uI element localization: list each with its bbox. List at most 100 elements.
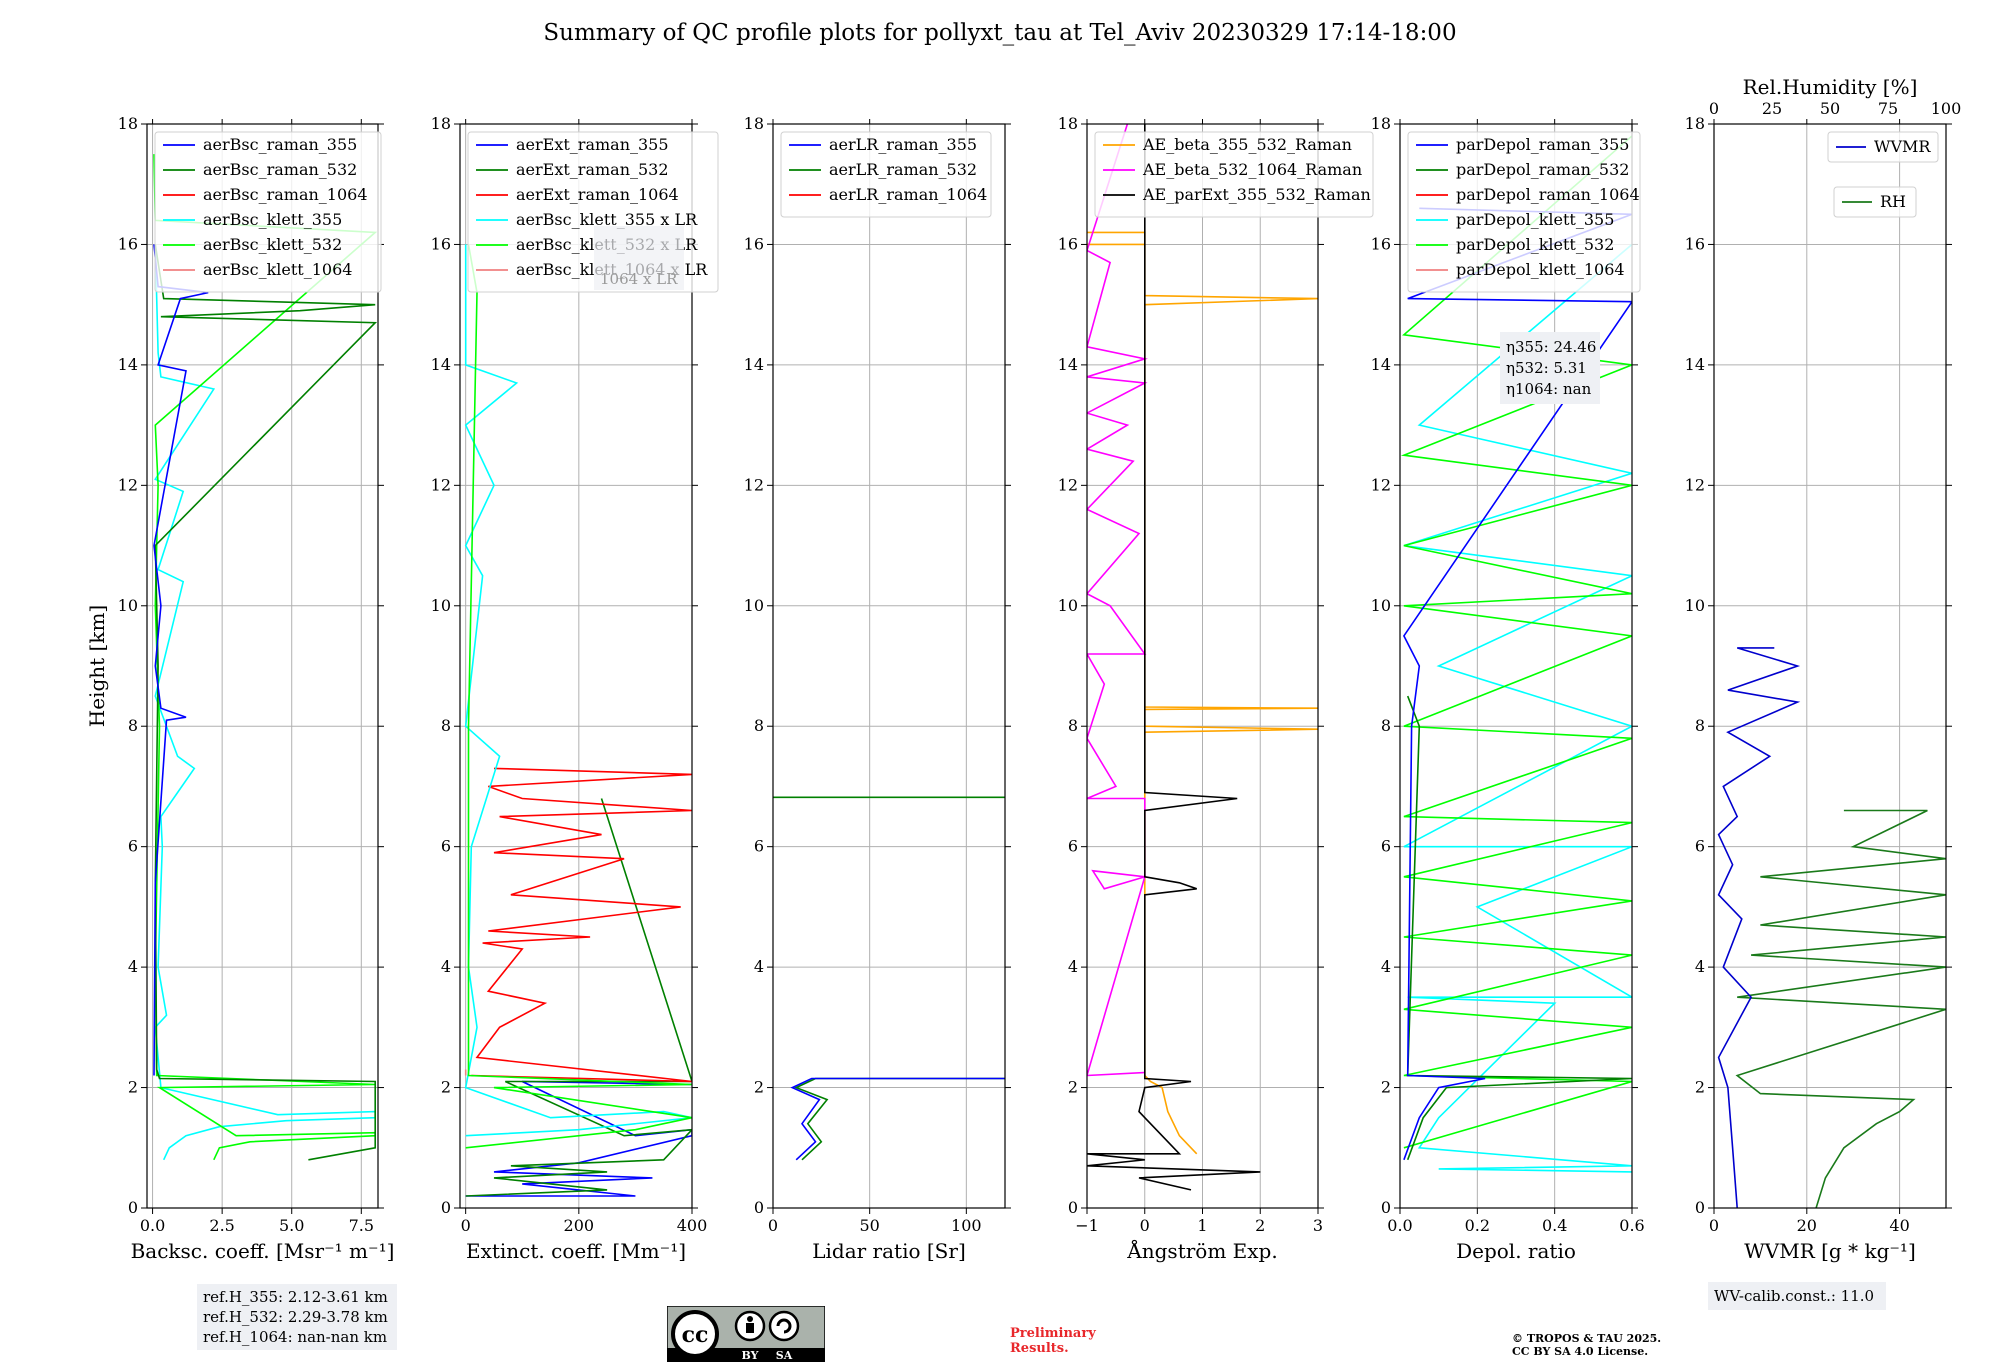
- x-tick-label: 0.4: [1542, 1216, 1567, 1235]
- x-tick-label: 20: [1797, 1216, 1817, 1235]
- x-tick-label: 2.5: [209, 1216, 234, 1235]
- wv-calib-text: WV-calib.const.: 11.0: [1714, 1287, 1874, 1305]
- series-line-aerBsc_klett_532: [153, 154, 378, 1161]
- y-tick-label: 2: [1068, 1078, 1078, 1097]
- y-tick-label: 2: [441, 1078, 451, 1097]
- legend: WVMR RH: [1827, 131, 1939, 218]
- y-tick-label: 6: [754, 837, 764, 856]
- x-axis-label: Backsc. coeff. [Msr⁻¹ m⁻¹]: [131, 1239, 395, 1263]
- y-tick-label: 4: [441, 957, 451, 976]
- x-tick-label: 100: [951, 1216, 982, 1235]
- series-line-WVMR: [1717, 647, 1801, 1208]
- x-tick-label: 0.0: [140, 1216, 165, 1235]
- x-tick-label: 1: [1197, 1216, 1207, 1235]
- series-line-AE_parExt_355_532_Raman: [1087, 124, 1261, 1191]
- legend-label: aerBsc_raman_1064: [203, 185, 368, 204]
- eta-text: η532: 5.31: [1506, 359, 1587, 377]
- legend-box: [1827, 131, 1939, 163]
- panel-2: 0 200 400 0 2 4 6 8 10 12 14 16 18 Extinct. coeff. [M…: [431, 114, 719, 1263]
- y-tick-label: 4: [754, 957, 764, 976]
- axes-frame: [1713, 123, 1947, 1209]
- legend: aerLR_raman_355 aerLR_raman_532 aerLR_rama…: [780, 131, 992, 218]
- x-axis-label: Lidar ratio [Sr]: [812, 1239, 966, 1263]
- y-tick-label: 16: [744, 234, 764, 253]
- x-tick-label: 0.6: [1619, 1216, 1644, 1235]
- axes-frame: [1399, 123, 1633, 1209]
- legend-label: aerLR_raman_1064: [829, 185, 987, 204]
- axes-frame: [772, 123, 1006, 1209]
- top-x-axis-label: Rel.Humidity [%]: [1743, 75, 1918, 99]
- y-tick-label: 4: [1695, 957, 1705, 976]
- x-axis-label: Depol. ratio: [1456, 1239, 1576, 1263]
- legend-label: parDepol_klett_532: [1456, 235, 1614, 254]
- y-tick-label: 8: [1695, 716, 1705, 735]
- legend-label: aerBsc_raman_355: [203, 135, 357, 154]
- y-tick-label: 10: [431, 596, 451, 615]
- reference-height-text: ref.H_1064: nan-nan km: [203, 1328, 387, 1346]
- x-tick-label: −1: [1075, 1216, 1099, 1235]
- y-tick-label: 2: [1695, 1078, 1705, 1097]
- series-line-aerExt_raman_1064: [471, 767, 692, 1083]
- y-tick-label: 2: [754, 1078, 764, 1097]
- legend-label: aerExt_raman_1064: [516, 185, 679, 204]
- series-line-aerBsc_klett_532 x LR: [465, 244, 692, 1149]
- copyright-line-2: CC BY SA 4.0 License.: [1512, 1345, 1649, 1358]
- y-tick-label: 6: [1381, 837, 1391, 856]
- legend-box: [780, 131, 992, 218]
- y-tick-label: 0: [1695, 1198, 1705, 1217]
- y-tick-label: 0: [441, 1198, 451, 1217]
- legend-label: aerExt_raman_355: [516, 135, 669, 154]
- y-tick-label: 6: [128, 837, 138, 856]
- y-tick-label: 8: [441, 716, 451, 735]
- reference-height-text: ref.H_532: 2.29-3.78 km: [203, 1308, 388, 1326]
- y-tick-label: 16: [1058, 234, 1078, 253]
- legend: AE_beta_355_532_Raman AE_beta_532_1064_Ra…: [1094, 131, 1374, 218]
- y-tick-label: 6: [1068, 837, 1078, 856]
- legend: aerBsc_raman_355 aerBsc_raman_532 aerBsc_r…: [154, 131, 382, 293]
- y-tick-label: 18: [1058, 114, 1078, 133]
- y-tick-label: 10: [744, 596, 764, 615]
- y-tick-label: 12: [1685, 475, 1705, 494]
- panel-5: 0.0 0.2 0.4 0.6 0 2 4 6 8 10 12 14 16 18 Depol. ratio p…: [1371, 114, 1645, 1263]
- y-tick-label: 10: [118, 596, 138, 615]
- series-line-parDepol_klett_355: [1403, 243, 1632, 1173]
- y-tick-label: 0: [1381, 1198, 1391, 1217]
- x-tick-label: 5.0: [279, 1216, 304, 1235]
- legend-label: aerBsc_klett_355 x LR: [516, 210, 698, 229]
- y-tick-label: 18: [118, 114, 138, 133]
- top-x-tick-label: 0: [1709, 99, 1719, 118]
- y-axis-label: Height [km]: [85, 605, 109, 727]
- reference-height-box: [197, 1284, 397, 1350]
- cc-by-sa-badge: cc BY SA: [666, 1305, 826, 1363]
- preliminary-line-1: Preliminary: [1010, 1326, 1096, 1341]
- x-tick-label: 0: [1140, 1216, 1150, 1235]
- legend-label: parDepol_raman_1064: [1456, 185, 1640, 204]
- y-tick-label: 12: [744, 475, 764, 494]
- top-x-tick-label: 25: [1762, 99, 1782, 118]
- copyright-line-1: © TROPOS & TAU 2025.: [1512, 1332, 1662, 1345]
- y-tick-label: 4: [1381, 957, 1391, 976]
- y-tick-label: 0: [1068, 1198, 1078, 1217]
- x-tick-label: 0.2: [1465, 1216, 1490, 1235]
- x-axis-label: Ångström Exp.: [1126, 1238, 1277, 1263]
- axes-frame: [146, 123, 379, 1209]
- y-tick-label: 8: [1381, 716, 1391, 735]
- eta-text: η1064: nan: [1506, 380, 1592, 398]
- legend: parDepol_raman_355 parDepol_raman_532 parD…: [1407, 131, 1641, 293]
- y-tick-label: 18: [744, 114, 764, 133]
- legend-box: [1094, 131, 1374, 218]
- y-tick-label: 14: [1058, 355, 1078, 374]
- top-x-tick-label: 75: [1878, 99, 1898, 118]
- top-x-tick-label: 50: [1820, 99, 1840, 118]
- series-line-aerExt_raman_532: [465, 798, 692, 1197]
- y-tick-label: 2: [1381, 1078, 1391, 1097]
- y-tick-label: 10: [1371, 596, 1391, 615]
- top-x-tick-label: 100: [1931, 99, 1962, 118]
- legend-label: aerLR_raman_355: [829, 135, 977, 154]
- y-tick-label: 14: [118, 355, 138, 374]
- x-tick-label: 2: [1255, 1216, 1265, 1235]
- x-tick-label: 0: [461, 1216, 471, 1235]
- y-tick-label: 6: [1695, 837, 1705, 856]
